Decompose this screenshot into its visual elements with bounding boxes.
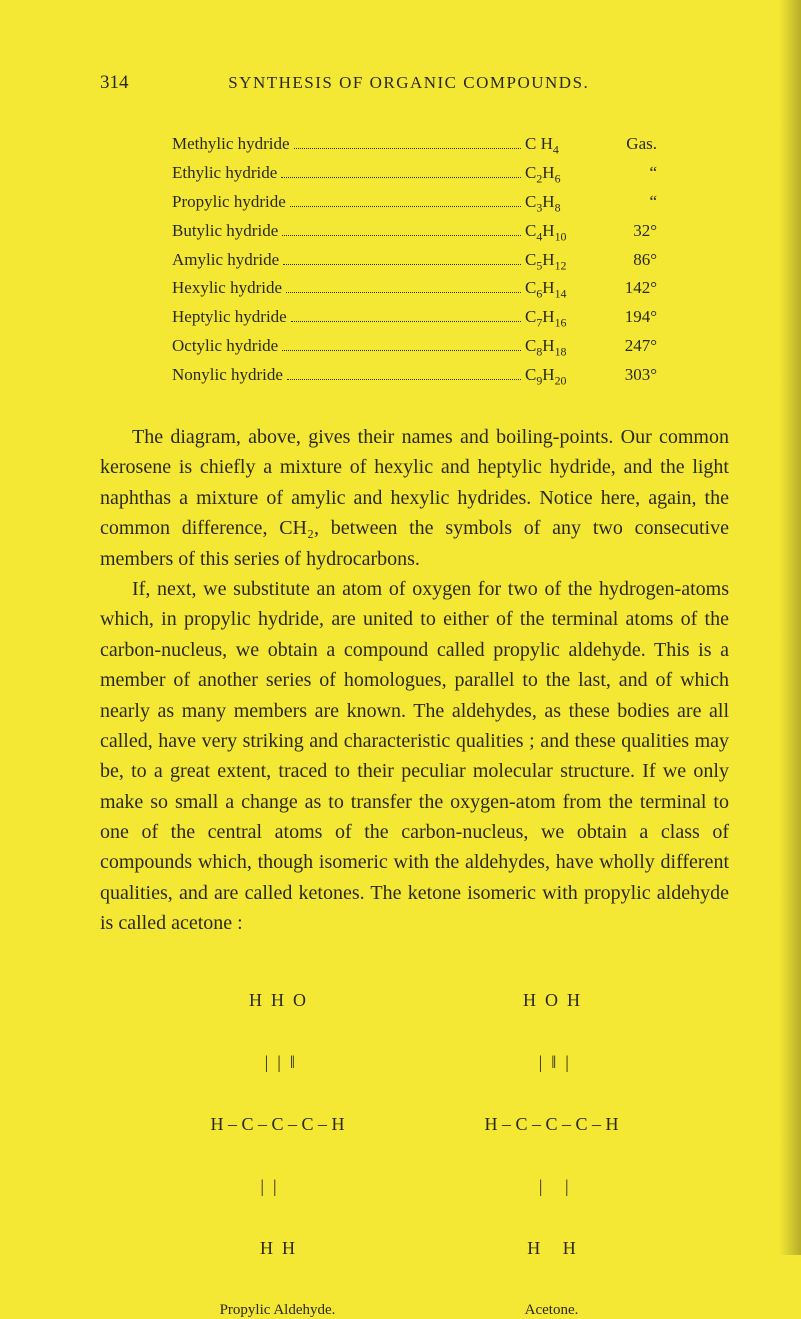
- structure-propylic-aldehyde: H H O | | ‖ H – C – C – C – H | | H H Pr…: [210, 949, 344, 1319]
- hydride-value: 142°: [595, 274, 657, 303]
- hydride-name: Ethylic hydride: [172, 159, 277, 188]
- hydride-value: “: [595, 188, 657, 217]
- structure-label: Propylic Aldehyde.: [210, 1302, 344, 1319]
- table-row: Ethylic hydride C2H6“: [172, 159, 657, 188]
- hydride-value: 247°: [595, 332, 657, 361]
- table-row: Propylic hydride C3H8“: [172, 188, 657, 217]
- hydride-value: 86°: [595, 246, 657, 275]
- hydride-name: Butylic hydride: [172, 217, 278, 246]
- hydride-value: “: [595, 159, 657, 188]
- struct-line: H – C – C – C – H: [485, 1114, 619, 1135]
- struct-line: | ‖ |: [485, 1052, 619, 1073]
- structures-row: H H O | | ‖ H – C – C – C – H | | H H Pr…: [100, 949, 729, 1319]
- table-row: Octylic hydride C8H18247°: [172, 332, 657, 361]
- page-number: 314: [100, 72, 129, 94]
- hydride-value: 194°: [595, 303, 657, 332]
- leader-dots: [286, 292, 521, 293]
- hydride-name: Heptylic hydride: [172, 303, 287, 332]
- hydride-value: 32°: [595, 217, 657, 246]
- hydride-formula: C2H6: [525, 159, 595, 188]
- hydride-name: Methylic hydride: [172, 130, 290, 159]
- table-row: Butylic hydride C4H1032°: [172, 217, 657, 246]
- struct-line: H O H: [485, 990, 619, 1011]
- table-row: Nonylic hydride C9H20303°: [172, 361, 657, 390]
- hydride-formula: C3H8: [525, 188, 595, 217]
- hydride-name: Octylic hydride: [172, 332, 278, 361]
- hydride-formula: C6H14: [525, 274, 595, 303]
- page-title: SYNTHESIS OF ORGANIC COMPOUNDS.: [129, 73, 730, 93]
- paragraph-1: The diagram, above, gives their names an…: [100, 422, 729, 574]
- hydride-formula: C4H10: [525, 217, 595, 246]
- table-row: Methylic hydride C H4Gas.: [172, 130, 657, 159]
- hydride-name: Hexylic hydride: [172, 274, 282, 303]
- hydride-value: Gas.: [595, 130, 657, 159]
- hydride-formula: C5H12: [525, 246, 595, 275]
- hydride-value: 303°: [595, 361, 657, 390]
- hydride-table: Methylic hydride C H4Gas. Ethylic hydride C…: [172, 130, 657, 390]
- hydride-name: Propylic hydride: [172, 188, 286, 217]
- hydride-formula: C8H18: [525, 332, 595, 361]
- leader-dots: [281, 177, 521, 178]
- struct-line: | |: [210, 1176, 344, 1197]
- leader-dots: [294, 148, 521, 149]
- table-row: Heptylic hydride C7H16194°: [172, 303, 657, 332]
- struct-line: H H: [210, 1238, 344, 1259]
- table-row: Amylic hydride C5H1286°: [172, 246, 657, 275]
- struct-line: H H: [485, 1238, 619, 1259]
- structure-label: Acetone.: [485, 1302, 619, 1319]
- leader-dots: [287, 379, 521, 380]
- structure-acetone: H O H | ‖ | H – C – C – C – H | | H H Ac…: [485, 949, 619, 1319]
- struct-line: H H O: [210, 990, 344, 1011]
- struct-line: | | ‖: [210, 1052, 344, 1073]
- leader-dots: [283, 264, 521, 265]
- leader-dots: [282, 235, 521, 236]
- struct-line: | |: [485, 1176, 619, 1197]
- hydride-formula: C9H20: [525, 361, 595, 390]
- table-row: Hexylic hydride C6H14142°: [172, 274, 657, 303]
- hydride-formula: C H4: [525, 130, 595, 159]
- leader-dots: [291, 321, 521, 322]
- leader-dots: [290, 206, 521, 207]
- leader-dots: [282, 350, 521, 351]
- hydride-name: Amylic hydride: [172, 246, 279, 275]
- hydride-name: Nonylic hydride: [172, 361, 283, 390]
- struct-line: H – C – C – C – H: [210, 1114, 344, 1135]
- paragraph-2: If, next, we substitute an atom of oxyge…: [100, 574, 729, 939]
- hydride-formula: C7H16: [525, 303, 595, 332]
